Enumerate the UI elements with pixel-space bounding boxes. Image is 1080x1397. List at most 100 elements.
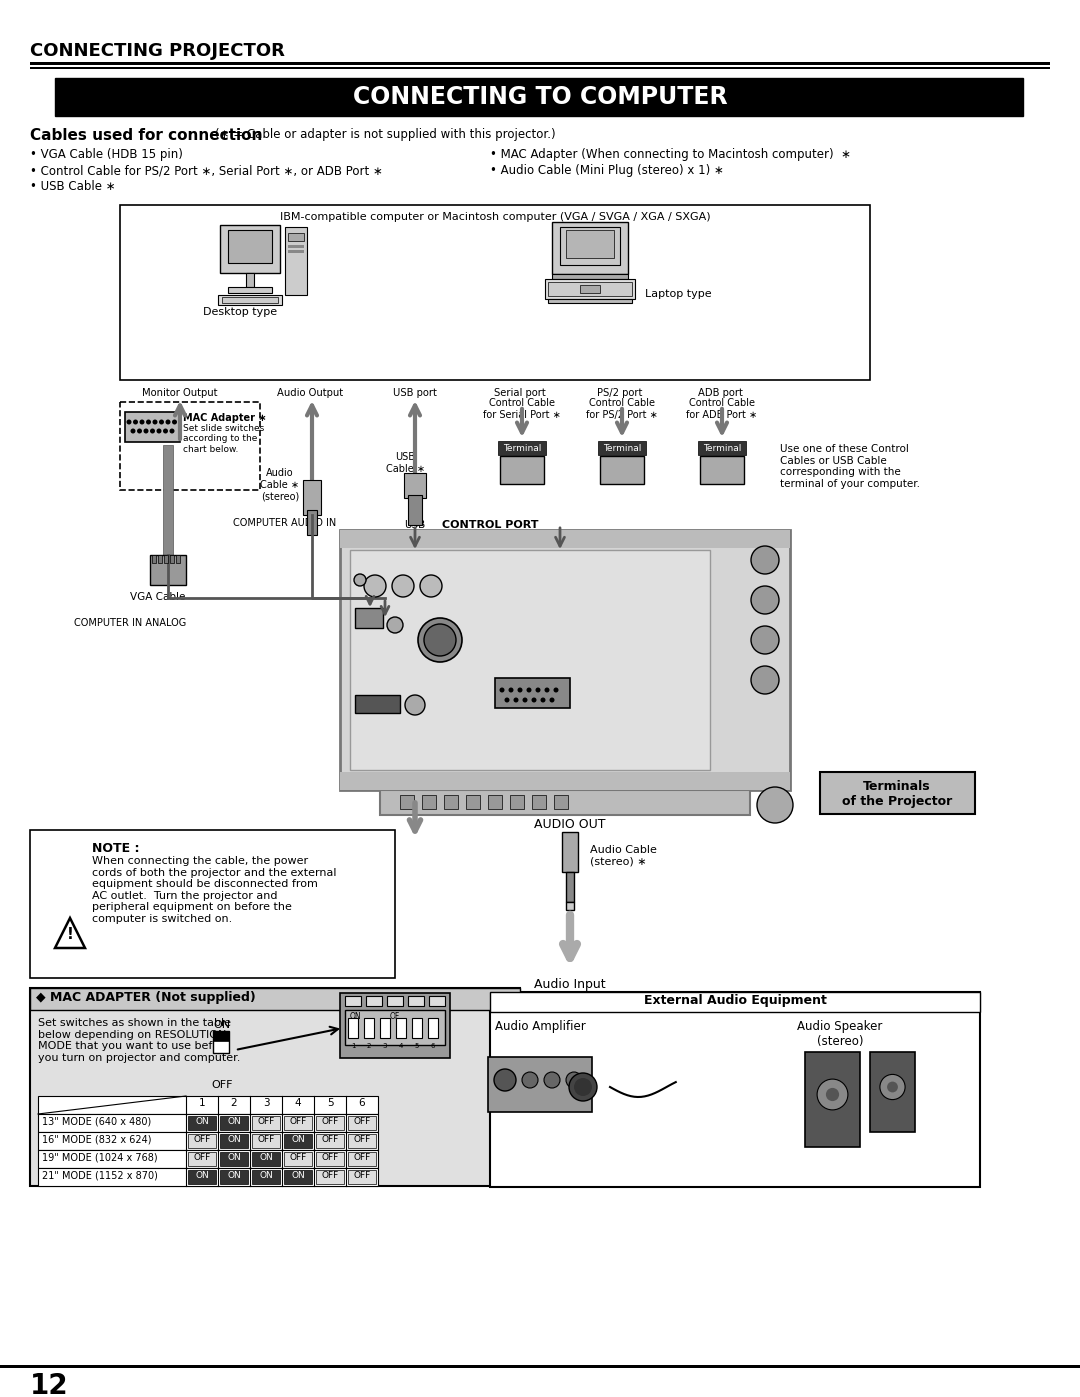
Text: OFF: OFF — [257, 1118, 274, 1126]
Text: COMPUTER IN: COMPUTER IN — [495, 668, 539, 673]
Bar — [152, 555, 156, 563]
Bar — [348, 1018, 357, 1038]
Bar — [422, 795, 436, 809]
Bar — [400, 795, 414, 809]
Circle shape — [569, 1073, 597, 1101]
Bar — [220, 225, 280, 272]
Text: 13" MODE (640 x 480): 13" MODE (640 x 480) — [42, 1118, 151, 1127]
Bar — [532, 795, 546, 809]
Text: 1: 1 — [199, 1098, 205, 1108]
Text: Control Cable
for PS/2 Port ∗: Control Cable for PS/2 Port ∗ — [586, 398, 658, 419]
Bar — [55, 78, 1023, 116]
Bar — [284, 1153, 312, 1166]
Bar — [220, 1171, 248, 1185]
Text: 6: 6 — [431, 1044, 435, 1049]
Text: • Audio Cable (Mini Plug (stereo) x 1) ∗: • Audio Cable (Mini Plug (stereo) x 1) ∗ — [490, 163, 724, 177]
Circle shape — [387, 617, 403, 633]
Bar — [561, 226, 620, 265]
Text: ON: ON — [227, 1171, 241, 1180]
Text: USB: USB — [404, 520, 426, 529]
Text: 1: 1 — [351, 1044, 355, 1049]
Text: OFF: OFF — [322, 1153, 339, 1162]
Text: OFF: OFF — [289, 1118, 307, 1126]
Bar — [30, 988, 519, 1186]
Bar — [30, 988, 519, 1010]
Circle shape — [137, 429, 141, 433]
Text: OFF: OFF — [353, 1171, 370, 1180]
Text: ON: ON — [350, 1011, 362, 1021]
Text: • MAC Adapter (When connecting to Macintosh computer)  ∗: • MAC Adapter (When connecting to Macint… — [490, 148, 851, 161]
Text: AUDIO OUT: AUDIO OUT — [355, 687, 391, 693]
Bar — [288, 244, 303, 249]
Text: ON: ON — [227, 1118, 241, 1126]
Circle shape — [544, 1071, 561, 1088]
Circle shape — [504, 697, 510, 703]
Text: ◆ MAC ADAPTER (Not supplied): ◆ MAC ADAPTER (Not supplied) — [36, 990, 256, 1004]
Bar — [562, 833, 578, 872]
Bar — [805, 1052, 860, 1147]
Bar — [408, 495, 422, 525]
Text: Set slide switches
according to the
chart below.: Set slide switches according to the char… — [183, 425, 265, 454]
Text: Y    Pb/Cb    Pr: Y Pb/Cb Pr — [378, 564, 422, 570]
Circle shape — [531, 697, 537, 703]
Circle shape — [523, 697, 527, 703]
Text: 3: 3 — [262, 1098, 269, 1108]
Text: OFF: OFF — [289, 1153, 307, 1162]
Text: OFF: OFF — [193, 1134, 211, 1144]
Bar — [348, 1171, 376, 1185]
Circle shape — [573, 1078, 592, 1097]
Bar — [428, 1018, 438, 1038]
Text: 4: 4 — [295, 1098, 301, 1108]
Bar — [220, 1134, 248, 1148]
Circle shape — [566, 1071, 582, 1088]
Text: 16" MODE (832 x 624): 16" MODE (832 x 624) — [42, 1134, 151, 1146]
Bar — [252, 1153, 280, 1166]
Text: CONNECTING TO COMPUTER: CONNECTING TO COMPUTER — [353, 85, 727, 109]
Bar — [598, 441, 646, 455]
Bar — [220, 1153, 248, 1166]
Bar — [188, 1116, 216, 1130]
Circle shape — [157, 429, 162, 433]
Text: ON: ON — [195, 1171, 208, 1180]
Bar — [164, 555, 168, 563]
Circle shape — [139, 419, 145, 425]
Text: Terminals
of the Projector: Terminals of the Projector — [842, 780, 953, 807]
Bar — [490, 992, 980, 1011]
Bar — [284, 1134, 312, 1148]
Circle shape — [420, 576, 442, 597]
Text: ADB port: ADB port — [698, 388, 742, 398]
Bar — [30, 830, 395, 978]
Bar — [252, 1116, 280, 1130]
Text: Control Cable
for Serial Port ∗: Control Cable for Serial Port ∗ — [483, 398, 561, 419]
Bar — [870, 1052, 915, 1132]
Text: ON: ON — [214, 1020, 230, 1030]
Bar — [488, 1058, 592, 1112]
Bar — [307, 510, 318, 535]
Text: VIDEO: VIDEO — [388, 557, 411, 567]
Bar — [355, 608, 383, 629]
Text: 2: 2 — [231, 1098, 238, 1108]
Text: 19" MODE (1024 x 768): 19" MODE (1024 x 768) — [42, 1153, 158, 1162]
Bar — [495, 678, 570, 708]
Text: COMPUTER: COMPUTER — [355, 629, 390, 633]
Circle shape — [554, 687, 558, 693]
Circle shape — [880, 1074, 905, 1099]
Bar — [288, 250, 303, 253]
Bar — [444, 795, 458, 809]
Bar — [404, 474, 426, 497]
Text: USB: USB — [355, 599, 369, 606]
Text: Audio Amplifier: Audio Amplifier — [495, 1020, 585, 1032]
Text: PS/2 port: PS/2 port — [597, 388, 643, 398]
Bar — [600, 455, 644, 483]
Text: • USB Cable ∗: • USB Cable ∗ — [30, 180, 116, 193]
Bar — [38, 1113, 378, 1132]
Text: Audio Cable
(stereo) ∗: Audio Cable (stereo) ∗ — [590, 845, 657, 866]
Bar — [340, 993, 450, 1058]
Text: External Audio Equipment: External Audio Equipment — [644, 995, 826, 1007]
Bar — [490, 992, 980, 1187]
Circle shape — [751, 546, 779, 574]
Bar — [125, 412, 180, 441]
Text: Audio Input: Audio Input — [535, 978, 606, 990]
Circle shape — [354, 574, 366, 585]
Text: !: ! — [67, 928, 73, 942]
